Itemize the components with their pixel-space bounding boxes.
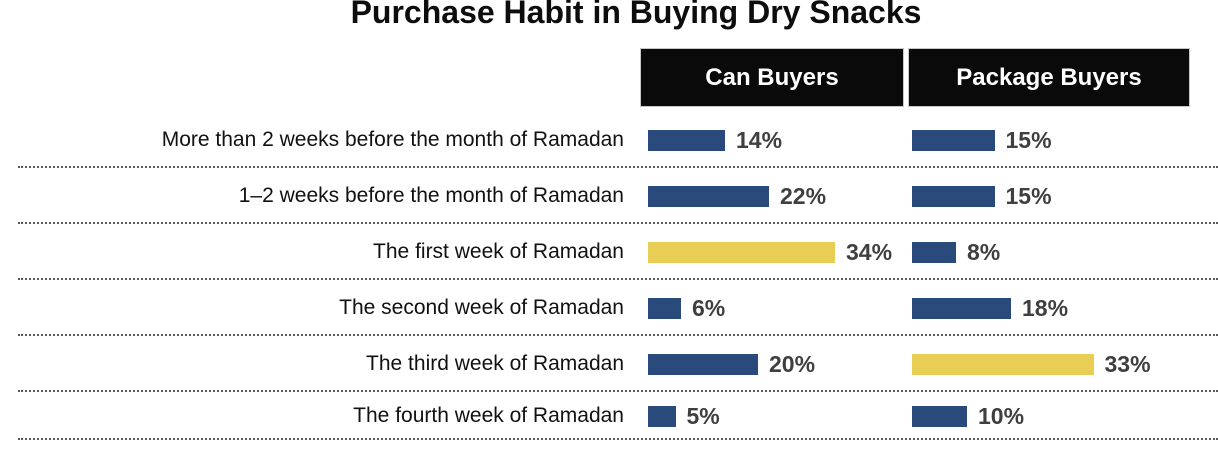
column-header-package-buyers: Package Buyers — [908, 48, 1190, 107]
chart-title: Purchase Habit in Buying Dry Snacks — [350, 0, 922, 30]
value-label-can-buyers: 22% — [780, 182, 827, 209]
bar-can-buyers — [648, 297, 681, 319]
category-label: 1–2 weeks before the month of Ramadan — [238, 184, 624, 207]
chart-row: More than 2 weeks before the month of Ra… — [0, 112, 1218, 168]
chart-row: The first week of Ramadan 34% 8% — [0, 224, 1218, 280]
value-label-can-buyers: 34% — [846, 238, 893, 265]
value-label-can-buyers: 5% — [686, 402, 720, 429]
cell-can-buyers: 14% — [640, 112, 904, 168]
value-label-pkg-buyers: 18% — [1022, 294, 1069, 321]
bar-can-buyers — [648, 185, 769, 207]
category-label: The fourth week of Ramadan — [353, 404, 624, 427]
cell-pkg-buyers: 10% — [908, 392, 1218, 440]
bar-pkg-buyers — [912, 185, 995, 207]
chart-rows: More than 2 weeks before the month of Ra… — [0, 112, 1218, 440]
bar-can-buyers — [648, 241, 835, 263]
bar-can-buyers — [648, 353, 758, 375]
cell-can-buyers: 6% — [640, 280, 904, 336]
value-label-pkg-buyers: 33% — [1104, 350, 1151, 377]
cell-can-buyers: 20% — [640, 336, 904, 392]
chart-row: 1–2 weeks before the month of Ramadan 22%… — [0, 168, 1218, 224]
value-label-pkg-buyers: 8% — [967, 238, 1001, 265]
cell-can-buyers: 5% — [640, 392, 904, 440]
category-label: The second week of Ramadan — [339, 296, 624, 319]
bar-can-buyers — [648, 405, 676, 427]
value-label-can-buyers: 20% — [769, 350, 816, 377]
column-header-can-buyers: Can Buyers — [640, 48, 904, 107]
bar-pkg-buyers — [912, 297, 1011, 319]
value-label-pkg-buyers: 15% — [1005, 182, 1052, 209]
category-label: The first week of Ramadan — [373, 240, 624, 263]
chart-row: The third week of Ramadan 20% 33% — [0, 336, 1218, 392]
cell-pkg-buyers: 15% — [908, 168, 1218, 224]
bar-pkg-buyers — [912, 405, 967, 427]
value-label-pkg-buyers: 15% — [1005, 126, 1052, 153]
cell-pkg-buyers: 18% — [908, 280, 1218, 336]
cell-can-buyers: 34% — [640, 224, 904, 280]
value-label-can-buyers: 6% — [692, 294, 726, 321]
cell-pkg-buyers: 15% — [908, 112, 1218, 168]
cell-can-buyers: 22% — [640, 168, 904, 224]
chart-row: The fourth week of Ramadan 5% 10% — [0, 392, 1218, 440]
cell-pkg-buyers: 8% — [908, 224, 1218, 280]
chart-row: The second week of Ramadan 6% 18% — [0, 280, 1218, 336]
cell-pkg-buyers: 33% — [908, 336, 1218, 392]
category-label: More than 2 weeks before the month of Ra… — [161, 128, 624, 151]
value-label-can-buyers: 14% — [736, 126, 783, 153]
value-label-pkg-buyers: 10% — [978, 402, 1025, 429]
bar-pkg-buyers — [912, 129, 995, 151]
bar-pkg-buyers — [912, 353, 1094, 375]
category-label: The third week of Ramadan — [366, 352, 624, 375]
bar-pkg-buyers — [912, 241, 956, 263]
bar-can-buyers — [648, 129, 725, 151]
